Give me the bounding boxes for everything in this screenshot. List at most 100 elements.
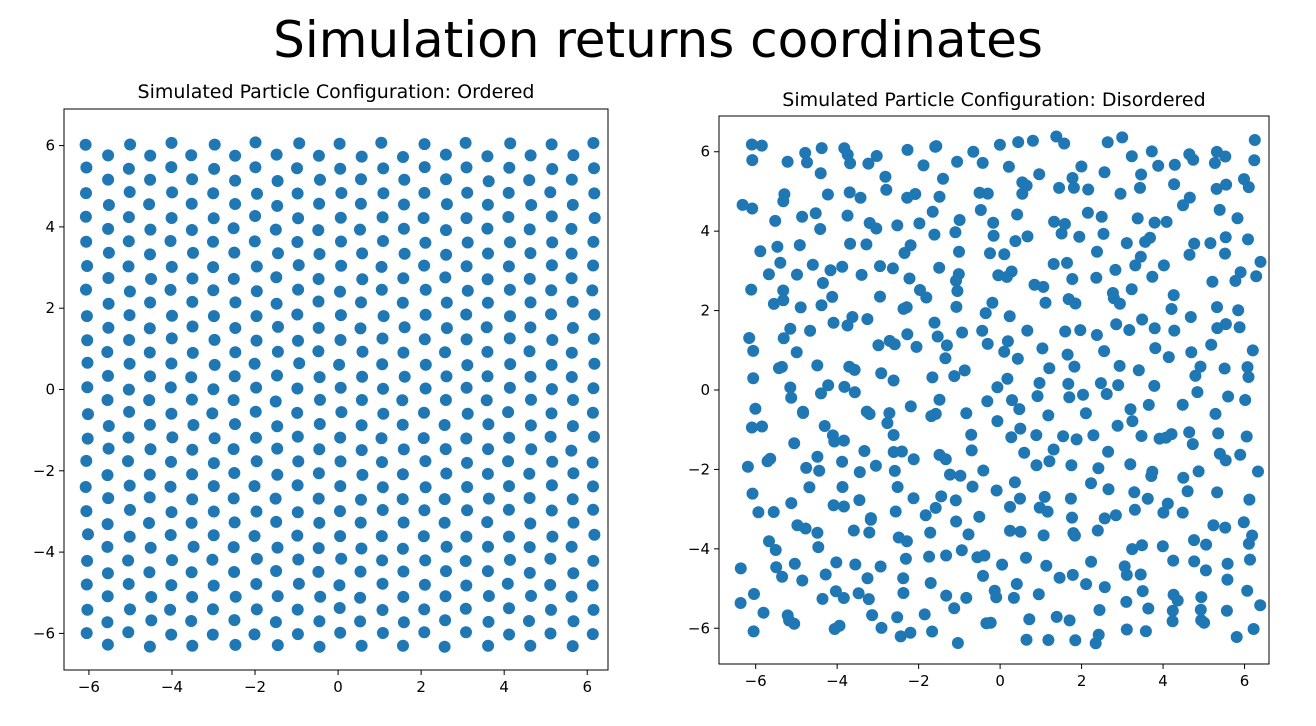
data-point (354, 223, 366, 236)
data-point (334, 505, 346, 518)
data-point (355, 150, 368, 163)
data-point (440, 173, 452, 186)
data-point (186, 639, 199, 652)
data-point (186, 272, 199, 285)
data-point (144, 541, 157, 554)
data-point (229, 346, 242, 359)
data-point (1149, 342, 1162, 355)
data-point (929, 501, 942, 514)
data-point (931, 330, 944, 343)
data-point (396, 418, 409, 431)
data-point (777, 294, 790, 307)
data-point (460, 381, 473, 394)
data-point (879, 170, 892, 183)
data-point (837, 592, 850, 604)
data-point (165, 407, 178, 420)
data-point (1242, 233, 1254, 246)
scatter-points (79, 136, 601, 653)
data-point (207, 480, 220, 493)
data-point (228, 467, 241, 479)
data-point (1219, 150, 1232, 163)
data-point (1219, 231, 1232, 244)
data-point (899, 552, 912, 565)
data-point (1063, 614, 1076, 627)
data-point (777, 284, 790, 297)
data-point (314, 590, 327, 603)
data-point (1248, 154, 1261, 167)
data-point (1254, 255, 1267, 268)
data-point (271, 590, 284, 603)
data-point (987, 216, 1000, 229)
data-point (755, 139, 768, 152)
data-point (480, 321, 493, 334)
data-point (334, 309, 347, 322)
data-point (123, 357, 136, 370)
data-point (250, 285, 263, 298)
data-point (1037, 280, 1050, 293)
data-point (986, 296, 999, 309)
data-point (144, 443, 157, 456)
data-point (333, 137, 346, 150)
data-point (143, 346, 156, 359)
scatter-points (734, 130, 1267, 650)
data-point (935, 490, 948, 503)
data-point (910, 340, 923, 353)
data-point (745, 283, 758, 296)
data-point (461, 359, 474, 372)
data-point (774, 256, 787, 269)
data-point (292, 334, 304, 347)
data-point (881, 417, 894, 430)
data-point (523, 345, 536, 358)
data-point (769, 544, 782, 556)
data-point (929, 407, 942, 420)
data-point (1021, 324, 1034, 337)
data-point (976, 156, 989, 169)
data-point (1219, 454, 1232, 467)
data-point (460, 260, 473, 273)
data-point (799, 146, 812, 159)
data-point (1171, 594, 1184, 607)
data-point (1237, 516, 1250, 529)
data-point (502, 211, 515, 223)
data-point (587, 554, 600, 567)
data-point (816, 277, 829, 289)
data-point (587, 137, 600, 149)
data-point (1186, 438, 1199, 451)
data-point (207, 505, 220, 518)
data-point (419, 308, 432, 321)
data-point (1134, 181, 1146, 194)
data-point (776, 570, 789, 583)
data-point (1073, 230, 1086, 243)
data-point (1058, 137, 1071, 150)
data-point (1066, 273, 1079, 285)
data-point (81, 432, 94, 445)
data-point (863, 408, 876, 420)
data-point (419, 283, 432, 296)
data-point (748, 588, 760, 600)
x-tick-label: 2 (416, 678, 426, 696)
data-point (101, 518, 114, 531)
data-point (335, 552, 348, 565)
data-point (419, 455, 432, 468)
data-point (1135, 430, 1148, 442)
data-point (122, 554, 135, 567)
data-point (248, 480, 261, 493)
data-point (123, 530, 136, 543)
data-point (271, 639, 284, 652)
data-point (954, 469, 967, 482)
data-point (1134, 250, 1147, 263)
data-point (396, 493, 409, 506)
data-point (950, 515, 963, 528)
data-point (501, 577, 514, 590)
data-point (335, 259, 348, 272)
data-point (124, 603, 136, 616)
data-point (460, 212, 473, 225)
panel-title: Simulated Particle Configuration: Ordere… (138, 81, 535, 103)
data-point (811, 359, 824, 372)
data-point (1120, 595, 1133, 608)
data-point (887, 374, 900, 387)
data-point (767, 297, 780, 310)
x-tick-label: −6 (745, 672, 767, 690)
data-point (864, 512, 877, 525)
data-point (587, 503, 600, 516)
